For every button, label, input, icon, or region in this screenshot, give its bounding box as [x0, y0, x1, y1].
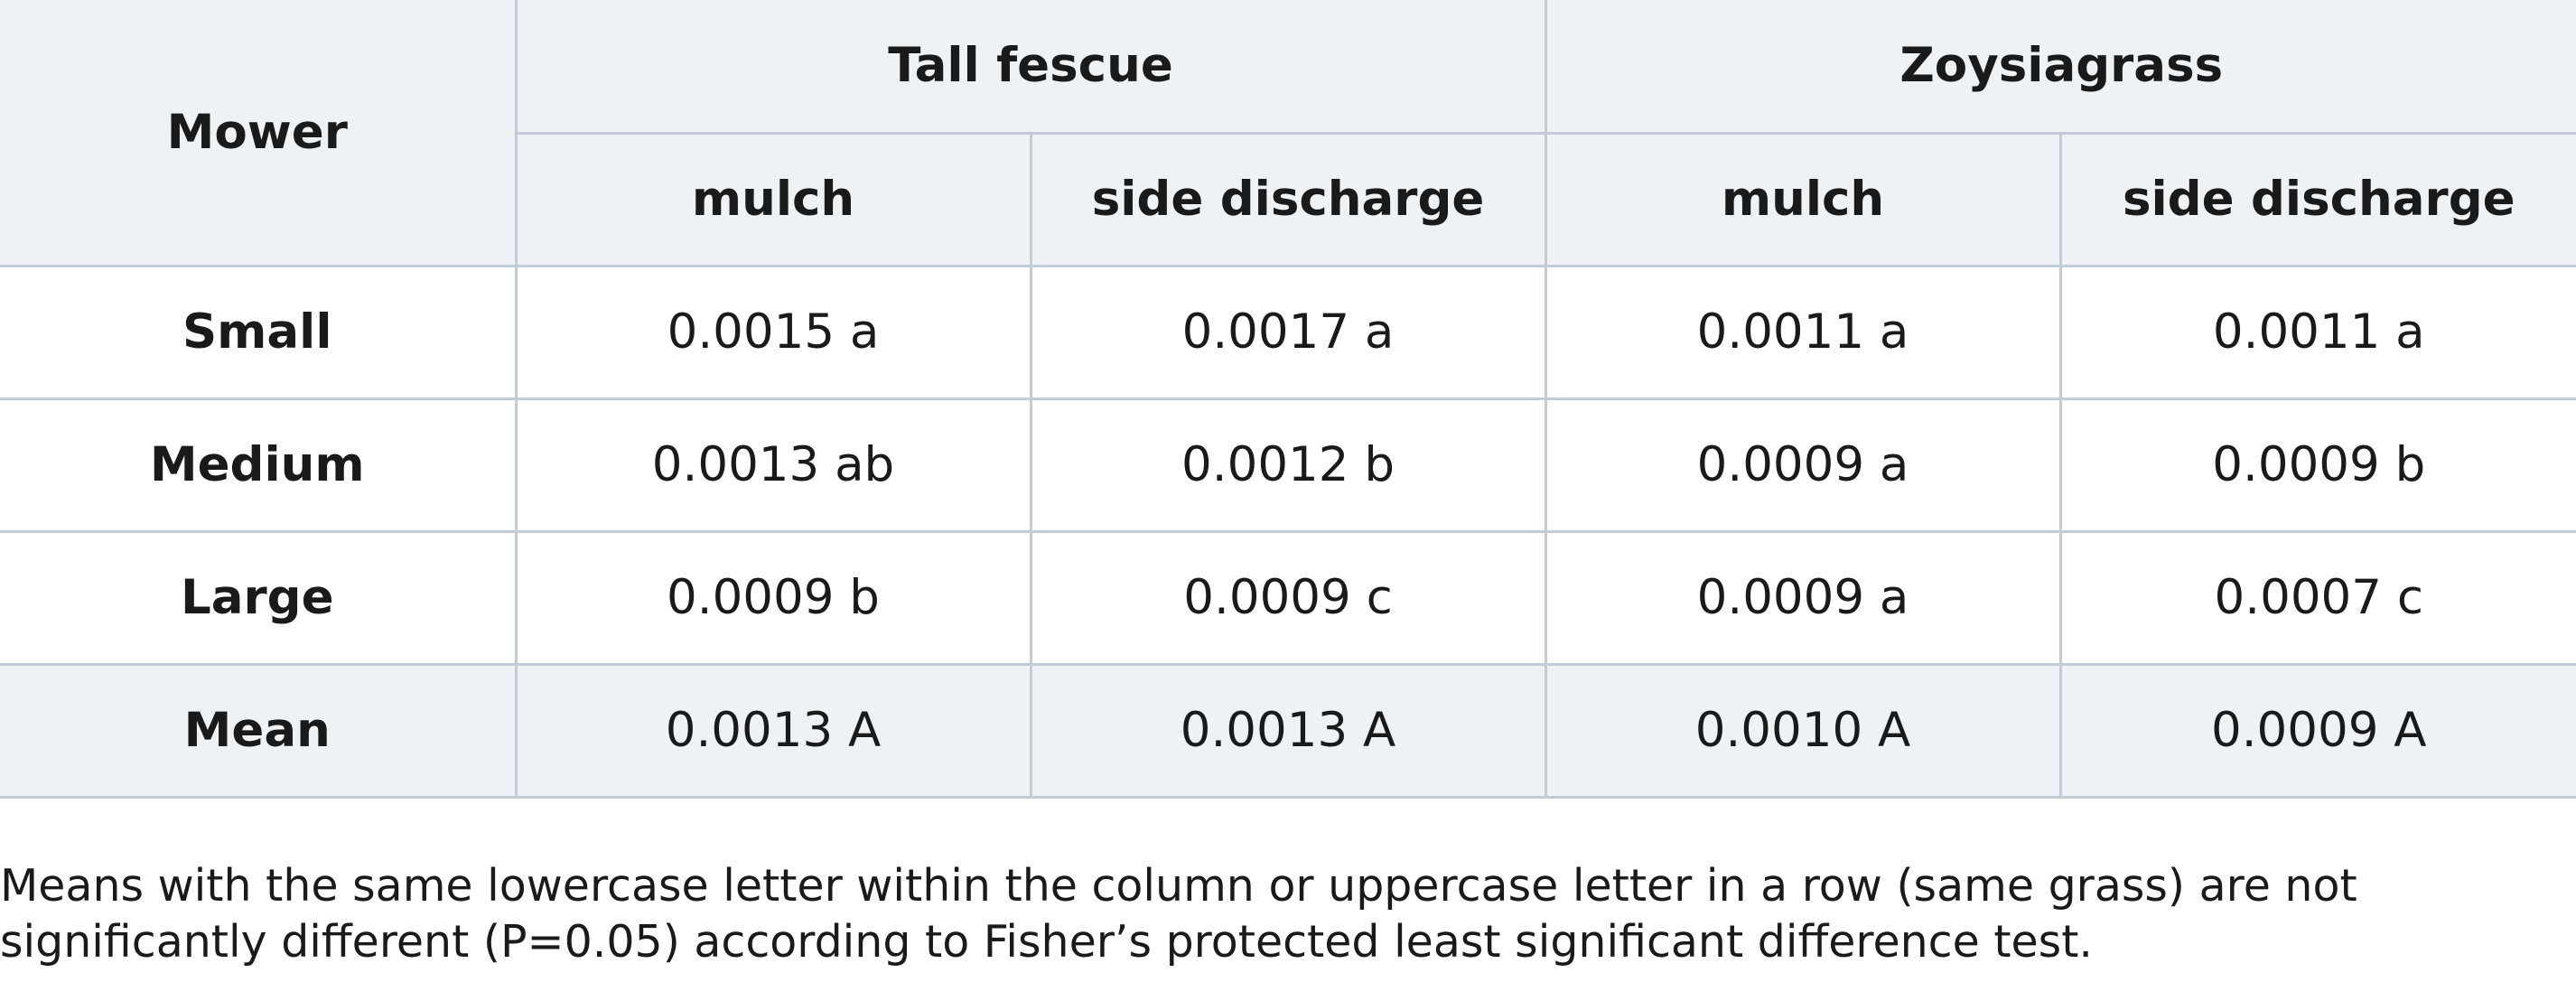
footnote-line: significantly different (P=0.05) accordi…: [0, 916, 2093, 968]
table-cell: 0.0017 a: [1029, 264, 1547, 400]
mower-column-header: Mower: [0, 0, 518, 267]
table-cell: 0.0011 a: [2058, 264, 2576, 400]
table-row: Large 0.0009 b 0.0009 c 0.0009 a 0.0007 …: [0, 529, 2576, 666]
data-table: Mower Tall fescue Zoysiagrass mulch side…: [0, 0, 2576, 799]
subcolumn-header: side discharge: [1029, 131, 1547, 267]
table-footnote: Means with the same lowercase letter wit…: [0, 858, 2576, 970]
row-label: Mean: [0, 662, 518, 799]
table-cell: 0.0013 A: [1029, 662, 1547, 799]
group-header-tall-fescue: Tall fescue: [514, 0, 1547, 135]
table-row: Small 0.0015 a 0.0017 a 0.0011 a 0.0011 …: [0, 264, 2576, 400]
table-cell: 0.0011 a: [1544, 264, 2062, 400]
table-cell: 0.0009 A: [2058, 662, 2576, 799]
table-cell: 0.0009 a: [1544, 397, 2062, 533]
table-cell: 0.0009 b: [2058, 397, 2576, 533]
subcolumn-header: side discharge: [2058, 131, 2576, 267]
table-cell: 0.0012 b: [1029, 397, 1547, 533]
row-label: Large: [0, 529, 518, 666]
table-cell: 0.0007 c: [2058, 529, 2576, 666]
table-cell: 0.0015 a: [514, 264, 1032, 400]
table-cell: 0.0009 a: [1544, 529, 2062, 666]
mean-row: Mean 0.0013 A 0.0013 A 0.0010 A 0.0009 A: [0, 662, 2576, 799]
row-label: Medium: [0, 397, 518, 533]
table-cell: 0.0013 ab: [514, 397, 1032, 533]
header-row-groups: Mower Tall fescue Zoysiagrass: [0, 0, 2576, 267]
table-cell: 0.0010 A: [1544, 662, 2062, 799]
table-cell: 0.0009 b: [514, 529, 1032, 666]
subcolumn-header: mulch: [516, 131, 1032, 267]
row-label: Small: [0, 264, 518, 400]
table-cell: 0.0013 A: [514, 662, 1032, 799]
table-cell: 0.0009 c: [1029, 529, 1547, 666]
footnote-line: Means with the same lowercase letter wit…: [0, 860, 2357, 912]
group-header-zoysiagrass: Zoysiagrass: [1544, 0, 2576, 135]
data-table-container: Mower Tall fescue Zoysiagrass mulch side…: [0, 0, 2576, 799]
table-row: Medium 0.0013 ab 0.0012 b 0.0009 a 0.000…: [0, 397, 2576, 533]
header-row-subcolumns: mulch side discharge mulch side discharg…: [0, 131, 2576, 267]
subcolumn-header: mulch: [1544, 131, 2062, 267]
